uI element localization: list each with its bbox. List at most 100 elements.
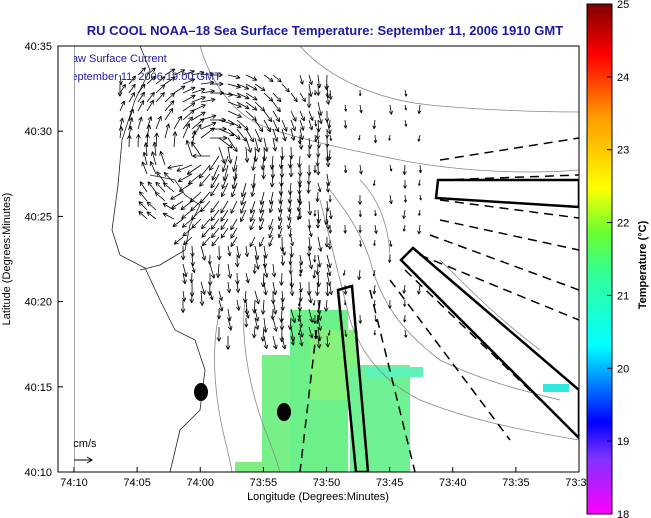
current-vector <box>240 209 247 223</box>
current-vector <box>146 75 156 85</box>
current-vector <box>358 164 363 175</box>
current-vector <box>373 134 378 144</box>
current-vector <box>164 92 176 103</box>
colorbar-tick-label: 25 <box>617 0 629 11</box>
current-vector <box>316 335 322 349</box>
current-vector <box>278 200 283 213</box>
current-vector <box>192 153 210 159</box>
current-vector <box>227 83 241 89</box>
traffic-lanes <box>336 178 579 472</box>
current-vector <box>182 263 188 278</box>
current-vector <box>236 101 250 110</box>
current-vector <box>263 281 268 296</box>
current-vector <box>316 218 320 229</box>
current-vector <box>227 128 241 140</box>
current-vector <box>155 115 162 130</box>
current-vector <box>389 194 393 205</box>
current-vector <box>316 164 321 176</box>
current-vector <box>272 299 278 315</box>
current-vector <box>200 200 211 213</box>
current-vector <box>308 227 313 237</box>
current-vector <box>137 91 145 103</box>
current-vector <box>327 149 332 161</box>
current-vector <box>128 75 136 85</box>
current-vector <box>254 128 262 143</box>
current-vector <box>226 281 232 294</box>
current-vector <box>308 326 314 339</box>
current-vector <box>343 299 347 306</box>
current-vector <box>343 164 348 174</box>
current-vector <box>182 123 191 139</box>
current-vector <box>250 182 256 197</box>
current-vector <box>287 200 292 213</box>
current-vector <box>230 227 238 239</box>
current-vector <box>357 194 363 205</box>
x-axis-label: Longitude (Degrees:Minutes) <box>247 491 389 503</box>
current-vector <box>182 86 196 94</box>
x-tick-label: 73:40 <box>439 477 467 489</box>
current-vector <box>236 299 241 311</box>
current-vector <box>173 85 186 94</box>
current-vector <box>251 155 256 171</box>
current-vector <box>359 104 363 114</box>
current-vector <box>403 314 407 323</box>
current-vector <box>298 137 304 150</box>
current-vector <box>227 119 242 129</box>
current-vector <box>227 263 233 279</box>
x-tick-label: 73:35 <box>502 477 530 489</box>
current-vector <box>326 263 332 277</box>
current-vector <box>297 134 302 145</box>
current-vector <box>372 179 376 186</box>
current-vector <box>314 119 318 127</box>
current-vector <box>151 151 157 166</box>
current-vector <box>136 134 141 148</box>
current-vector <box>227 146 233 164</box>
current-vector <box>186 164 202 175</box>
current-vector <box>313 209 317 217</box>
current-vector <box>297 329 301 336</box>
current-vector <box>240 191 247 206</box>
current-vector <box>142 151 148 166</box>
current-vector <box>230 200 238 214</box>
current-vector <box>372 299 376 307</box>
current-vector <box>254 137 261 153</box>
current-vector <box>227 92 242 99</box>
current-vector <box>221 173 229 190</box>
current-vector <box>210 72 223 78</box>
current-vector <box>252 263 257 274</box>
current-vector <box>417 134 421 142</box>
current-vector <box>306 146 312 158</box>
current-vector <box>290 308 297 324</box>
current-vector <box>344 329 348 337</box>
current-vector <box>182 272 187 285</box>
current-vector <box>220 227 229 239</box>
current-vector <box>128 92 136 103</box>
current-vector <box>272 101 281 113</box>
current-vector <box>402 164 407 175</box>
current-vector <box>211 164 220 181</box>
colorbar <box>586 3 613 515</box>
current-vector <box>418 179 421 186</box>
current-vector <box>280 299 285 311</box>
current-vector <box>146 91 155 103</box>
current-vector <box>181 209 193 219</box>
current-vector <box>138 201 148 211</box>
current-vector <box>280 290 285 302</box>
current-vector <box>244 146 250 163</box>
current-vector <box>417 284 421 295</box>
current-vector <box>298 254 304 266</box>
current-vector <box>263 137 269 152</box>
colorbar-label: Temperature (°C) <box>637 220 649 309</box>
current-vector <box>227 74 241 80</box>
current-vector <box>389 239 393 247</box>
current-vector <box>254 290 260 305</box>
current-vector <box>227 317 233 331</box>
current-vector <box>374 224 378 234</box>
current-vector <box>164 76 176 85</box>
current-vector <box>280 146 285 160</box>
buoy-marker-right <box>277 403 291 421</box>
x-tick-label: 73:30 <box>565 477 593 489</box>
current-vector <box>201 236 211 247</box>
current-vector <box>191 70 205 76</box>
current-vector <box>314 134 318 143</box>
